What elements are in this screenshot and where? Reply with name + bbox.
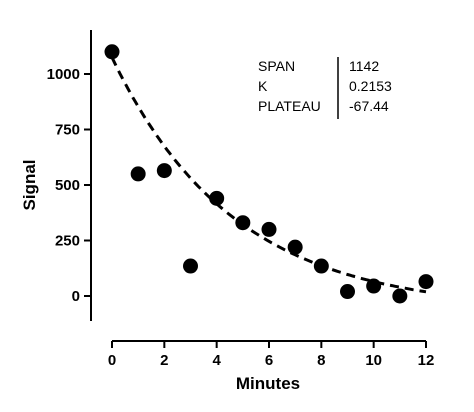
data-point xyxy=(366,278,382,294)
param-value-span: 1142 xyxy=(349,58,379,74)
param-label-span: SPAN xyxy=(258,58,295,74)
data-point xyxy=(209,190,225,206)
data-point xyxy=(156,163,172,179)
x-tick-label: 6 xyxy=(265,352,273,369)
x-tick-label: 10 xyxy=(365,352,382,369)
param-label-plateau: PLATEAU xyxy=(258,98,321,114)
x-tick-label: 12 xyxy=(418,352,435,369)
data-point xyxy=(418,274,434,290)
x-axis-title: Minutes xyxy=(236,374,300,393)
y-axis-title: Signal xyxy=(20,159,39,210)
data-point xyxy=(313,258,329,274)
parameters-table: SPAN K PLATEAU 1142 0.2153 -67.44 xyxy=(258,57,392,119)
data-point xyxy=(392,288,408,304)
y-tick-label: 750 xyxy=(55,122,80,139)
y-tick-label: 0 xyxy=(72,288,80,305)
data-point xyxy=(261,221,277,237)
data-point xyxy=(340,284,355,300)
data-point xyxy=(183,258,198,274)
x-ticks: 0 2 4 6 8 10 12 xyxy=(108,341,435,369)
x-tick-label: 4 xyxy=(212,352,221,369)
x-tick-label: 2 xyxy=(160,352,168,369)
y-ticks: 0 250 500 750 1000 xyxy=(47,66,91,305)
y-tick-label: 1000 xyxy=(47,66,80,83)
data-point xyxy=(287,239,303,255)
data-point xyxy=(235,215,251,231)
param-label-k: K xyxy=(258,78,268,94)
x-tick-label: 0 xyxy=(108,352,116,369)
y-tick-label: 500 xyxy=(55,177,80,194)
x-tick-label: 8 xyxy=(317,352,325,369)
data-points xyxy=(104,44,434,304)
data-point xyxy=(130,166,146,182)
y-tick-label: 250 xyxy=(55,233,80,250)
param-value-plateau: -67.44 xyxy=(349,98,389,114)
param-value-k: 0.2153 xyxy=(349,78,392,94)
data-point xyxy=(104,44,120,60)
fit-curve xyxy=(110,56,427,294)
